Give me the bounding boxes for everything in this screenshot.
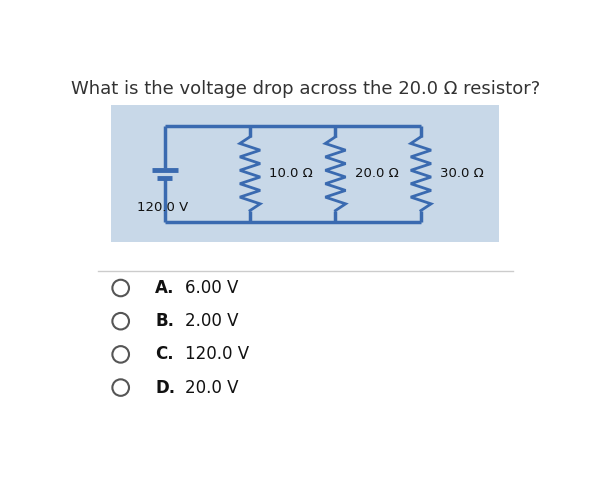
Text: What is the voltage drop across the 20.0 Ω resistor?: What is the voltage drop across the 20.0… [71, 80, 540, 98]
Text: 120.0 V: 120.0 V [185, 345, 250, 364]
Text: B.: B. [156, 312, 175, 330]
Text: 20.0 V: 20.0 V [185, 378, 239, 397]
Text: 2.00 V: 2.00 V [185, 312, 239, 330]
Text: A.: A. [156, 279, 175, 297]
Bar [111, 105, 499, 242]
Text: C.: C. [156, 345, 174, 364]
Text: 30.0 Ω: 30.0 Ω [440, 167, 484, 180]
Text: 120.0 V: 120.0 V [136, 201, 188, 214]
Text: D.: D. [156, 378, 175, 397]
Text: 20.0 Ω: 20.0 Ω [355, 167, 399, 180]
Text: 10.0 Ω: 10.0 Ω [269, 167, 313, 180]
Text: 6.00 V: 6.00 V [185, 279, 239, 297]
